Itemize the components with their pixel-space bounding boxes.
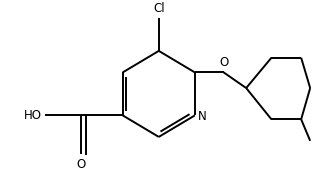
Text: HO: HO: [24, 109, 42, 122]
Text: Cl: Cl: [153, 2, 165, 15]
Text: N: N: [198, 110, 207, 123]
Text: O: O: [219, 56, 228, 69]
Text: O: O: [77, 158, 86, 171]
